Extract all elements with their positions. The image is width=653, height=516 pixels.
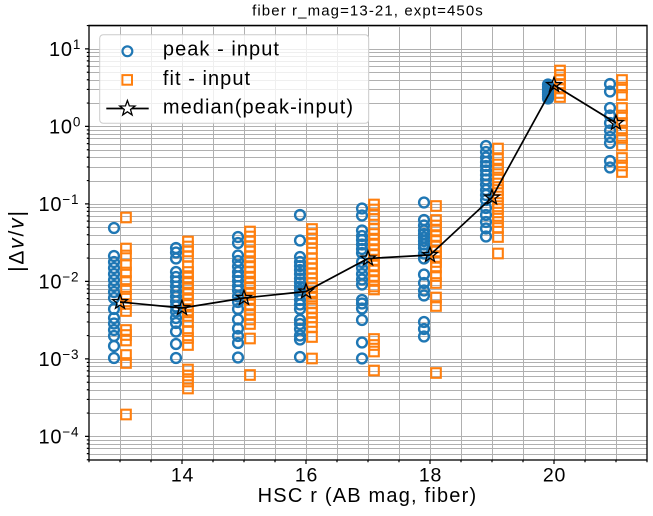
svg-text:|Δv/v|: |Δv/v| <box>6 209 29 272</box>
svg-text:peak - input: peak - input <box>163 39 280 61</box>
svg-text:101: 101 <box>49 37 81 61</box>
svg-text:HSC r (AB mag, fiber): HSC r (AB mag, fiber) <box>258 485 478 507</box>
svg-text:20: 20 <box>543 465 566 487</box>
svg-text:fiber r_mag=13-21, expt=450s: fiber r_mag=13-21, expt=450s <box>252 3 484 20</box>
svg-text:median(peak-input): median(peak-input) <box>163 97 354 119</box>
svg-text:18: 18 <box>419 465 442 487</box>
svg-text:16: 16 <box>295 465 318 487</box>
svg-text:10−4: 10−4 <box>39 424 80 448</box>
svg-text:14: 14 <box>171 465 194 487</box>
svg-text:fit - input: fit - input <box>163 68 251 90</box>
